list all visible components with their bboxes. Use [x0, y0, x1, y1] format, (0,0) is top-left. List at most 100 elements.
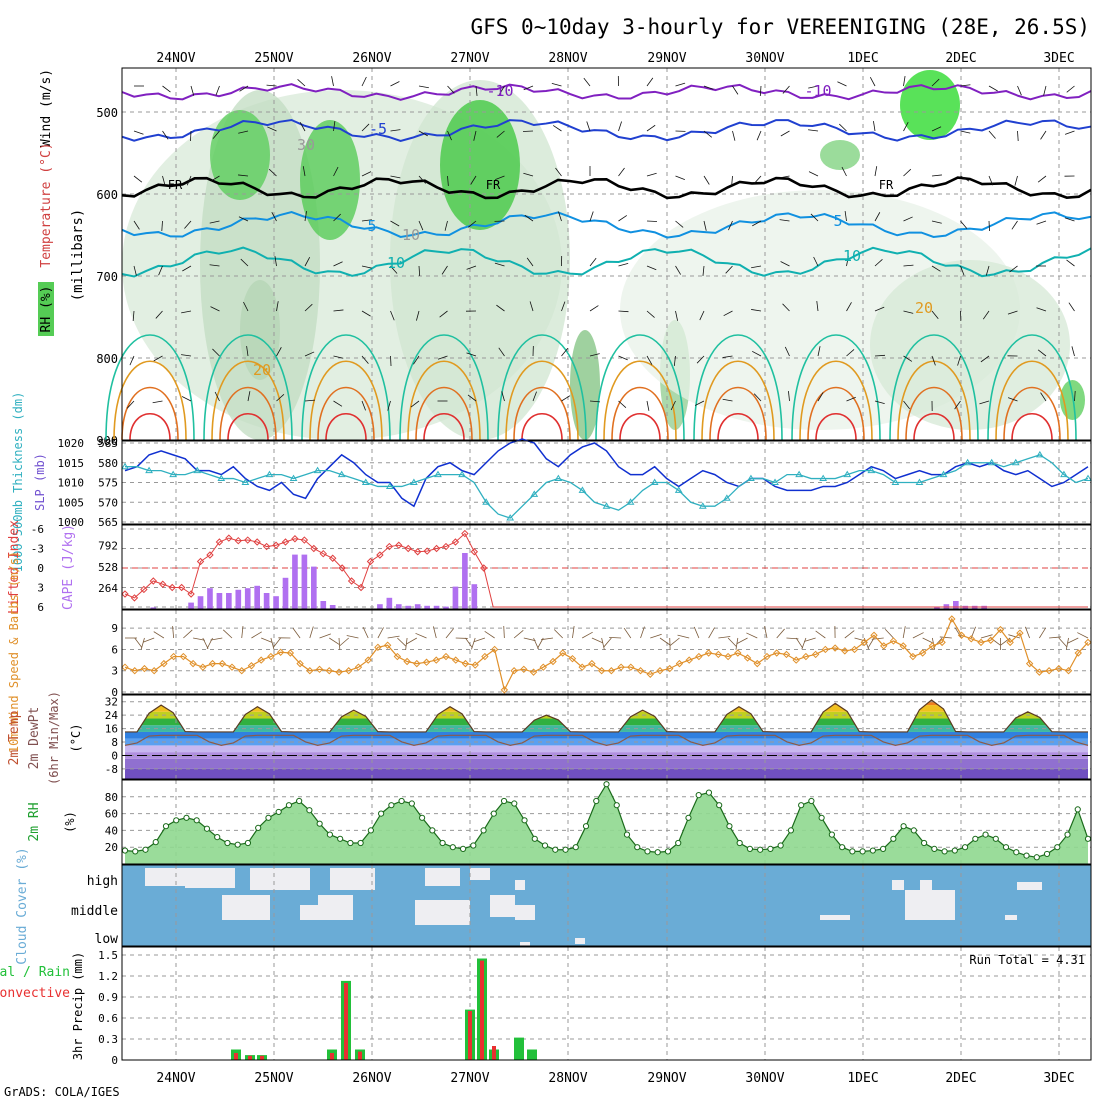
rh-marker: [1084, 835, 1092, 842]
wind-speed-marker: [909, 652, 917, 661]
wind-barb: [247, 391, 251, 402]
thickness-marker: [891, 478, 900, 485]
wind-barb: [499, 85, 505, 95]
wind-barb: [558, 211, 562, 222]
wind-speed-marker: [1035, 668, 1044, 676]
cape-bar: [292, 554, 298, 609]
wind-barb: [418, 175, 426, 184]
date-axes: 24NOV 24NOV 25NOV 25NOV 26NOV 26NOV 27NOV 27NOV…: [156, 51, 1074, 1086]
rh-marker: [234, 841, 241, 848]
contour-label: FR: [879, 178, 894, 192]
wind-barb: [494, 262, 505, 267]
wind-barb: [874, 166, 878, 177]
isotherm-diurnal: [619, 413, 661, 441]
rh-marker: [490, 810, 497, 817]
cloud-block: [515, 880, 525, 890]
wind-barb-10m: [553, 629, 564, 639]
isotherm-diurnal: [121, 386, 179, 441]
precip-tick: 0: [111, 1054, 118, 1067]
pressure-tick: 700: [96, 270, 118, 284]
wind-barb-10m: [867, 637, 875, 649]
wind-barb: [475, 85, 478, 96]
cloud-ylabel: Cloud Cover (%): [15, 847, 30, 964]
wind-barb: [646, 172, 657, 177]
date-label-bottom: 27NOV: [450, 1071, 489, 1086]
wind-barb-10m: [405, 637, 408, 650]
wind-barb: [1007, 310, 1018, 315]
wind-barb: [390, 81, 400, 87]
temp-ylabel-2: 2m DewPt: [27, 707, 42, 770]
wind-barb-10m: [640, 626, 645, 639]
page-title: GFS 0~10day 3-hourly for VEREENIGING (28…: [470, 15, 1090, 39]
wind-barb: [266, 84, 277, 87]
precip-convective-bar: [330, 1053, 334, 1060]
wind-speed-marker: [675, 659, 684, 668]
wind-barb: [589, 400, 600, 403]
temp-tick: 24: [105, 709, 119, 722]
rh-marker: [388, 802, 395, 809]
wind-barb: [1037, 175, 1047, 183]
li-tick: -6: [31, 523, 44, 536]
cape-bar: [273, 596, 279, 609]
wind-barb: [874, 212, 881, 222]
wind-barb: [696, 355, 705, 364]
wind-barb: [158, 265, 163, 276]
wind-speed-marker: [160, 659, 168, 668]
rh-shading: [870, 260, 1070, 430]
rh-marker: [818, 814, 825, 821]
thickness-marker: [771, 478, 779, 485]
thickness-marker: [169, 470, 178, 478]
wind-barb-10m: [432, 626, 437, 639]
wind-barb: [702, 265, 705, 276]
wind-barb: [751, 265, 762, 269]
wind-speed-marker: [539, 663, 547, 671]
wind-barb: [931, 265, 941, 272]
wind-barb: [129, 355, 135, 366]
wind-barb: [418, 85, 429, 89]
wind-barb: [186, 175, 192, 186]
temp-band: [125, 768, 1088, 779]
rh-marker: [1074, 806, 1081, 813]
wind-barb-10m: [222, 629, 233, 639]
wind-barb-10m: [1077, 632, 1089, 639]
contour-label: FR: [168, 178, 183, 192]
wind-barb-10m: [708, 627, 715, 639]
panel-frame: [121, 694, 1092, 780]
wind-speed-marker: [422, 658, 431, 666]
slp-ylabel: SLP (mb): [33, 453, 47, 511]
rh-shading: [820, 140, 860, 170]
wind-barb: [846, 396, 856, 402]
wind-barb: [903, 264, 914, 267]
wind-barb: [817, 346, 821, 357]
precip-convective-bar: [358, 1051, 362, 1060]
isotherm-diurnal: [987, 334, 1077, 441]
li-marker: [262, 542, 271, 551]
rh-marker: [859, 848, 866, 855]
rh-marker: [408, 800, 415, 807]
wind-barb-10m: [601, 637, 605, 650]
wind-barb: [410, 400, 420, 408]
rh-marker: [459, 845, 467, 852]
wind-barb: [782, 85, 790, 94]
wind-barb: [675, 310, 678, 321]
cloud-block: [892, 880, 904, 890]
wind-barb: [646, 77, 654, 87]
wind-barb: [752, 220, 762, 227]
wind-speed-marker: [578, 663, 586, 671]
cloud-block: [490, 895, 515, 917]
wind-barb: [522, 130, 534, 132]
li-marker: [404, 544, 412, 553]
wind-barb: [333, 309, 344, 312]
wind-barb: [246, 346, 249, 357]
wind-barb: [988, 85, 998, 92]
date-label-bottom: 26NOV: [352, 1071, 391, 1086]
rh-shading: [900, 70, 960, 140]
li-marker: [234, 536, 243, 545]
wind-speed-marker: [841, 647, 849, 655]
wind-barb: [162, 175, 166, 186]
wind-speed-marker: [656, 667, 664, 675]
isotherm-diurnal: [701, 360, 775, 441]
wind-barb: [646, 310, 655, 318]
wind-barb: [1037, 349, 1047, 357]
wind-speed-marker: [1074, 649, 1082, 657]
